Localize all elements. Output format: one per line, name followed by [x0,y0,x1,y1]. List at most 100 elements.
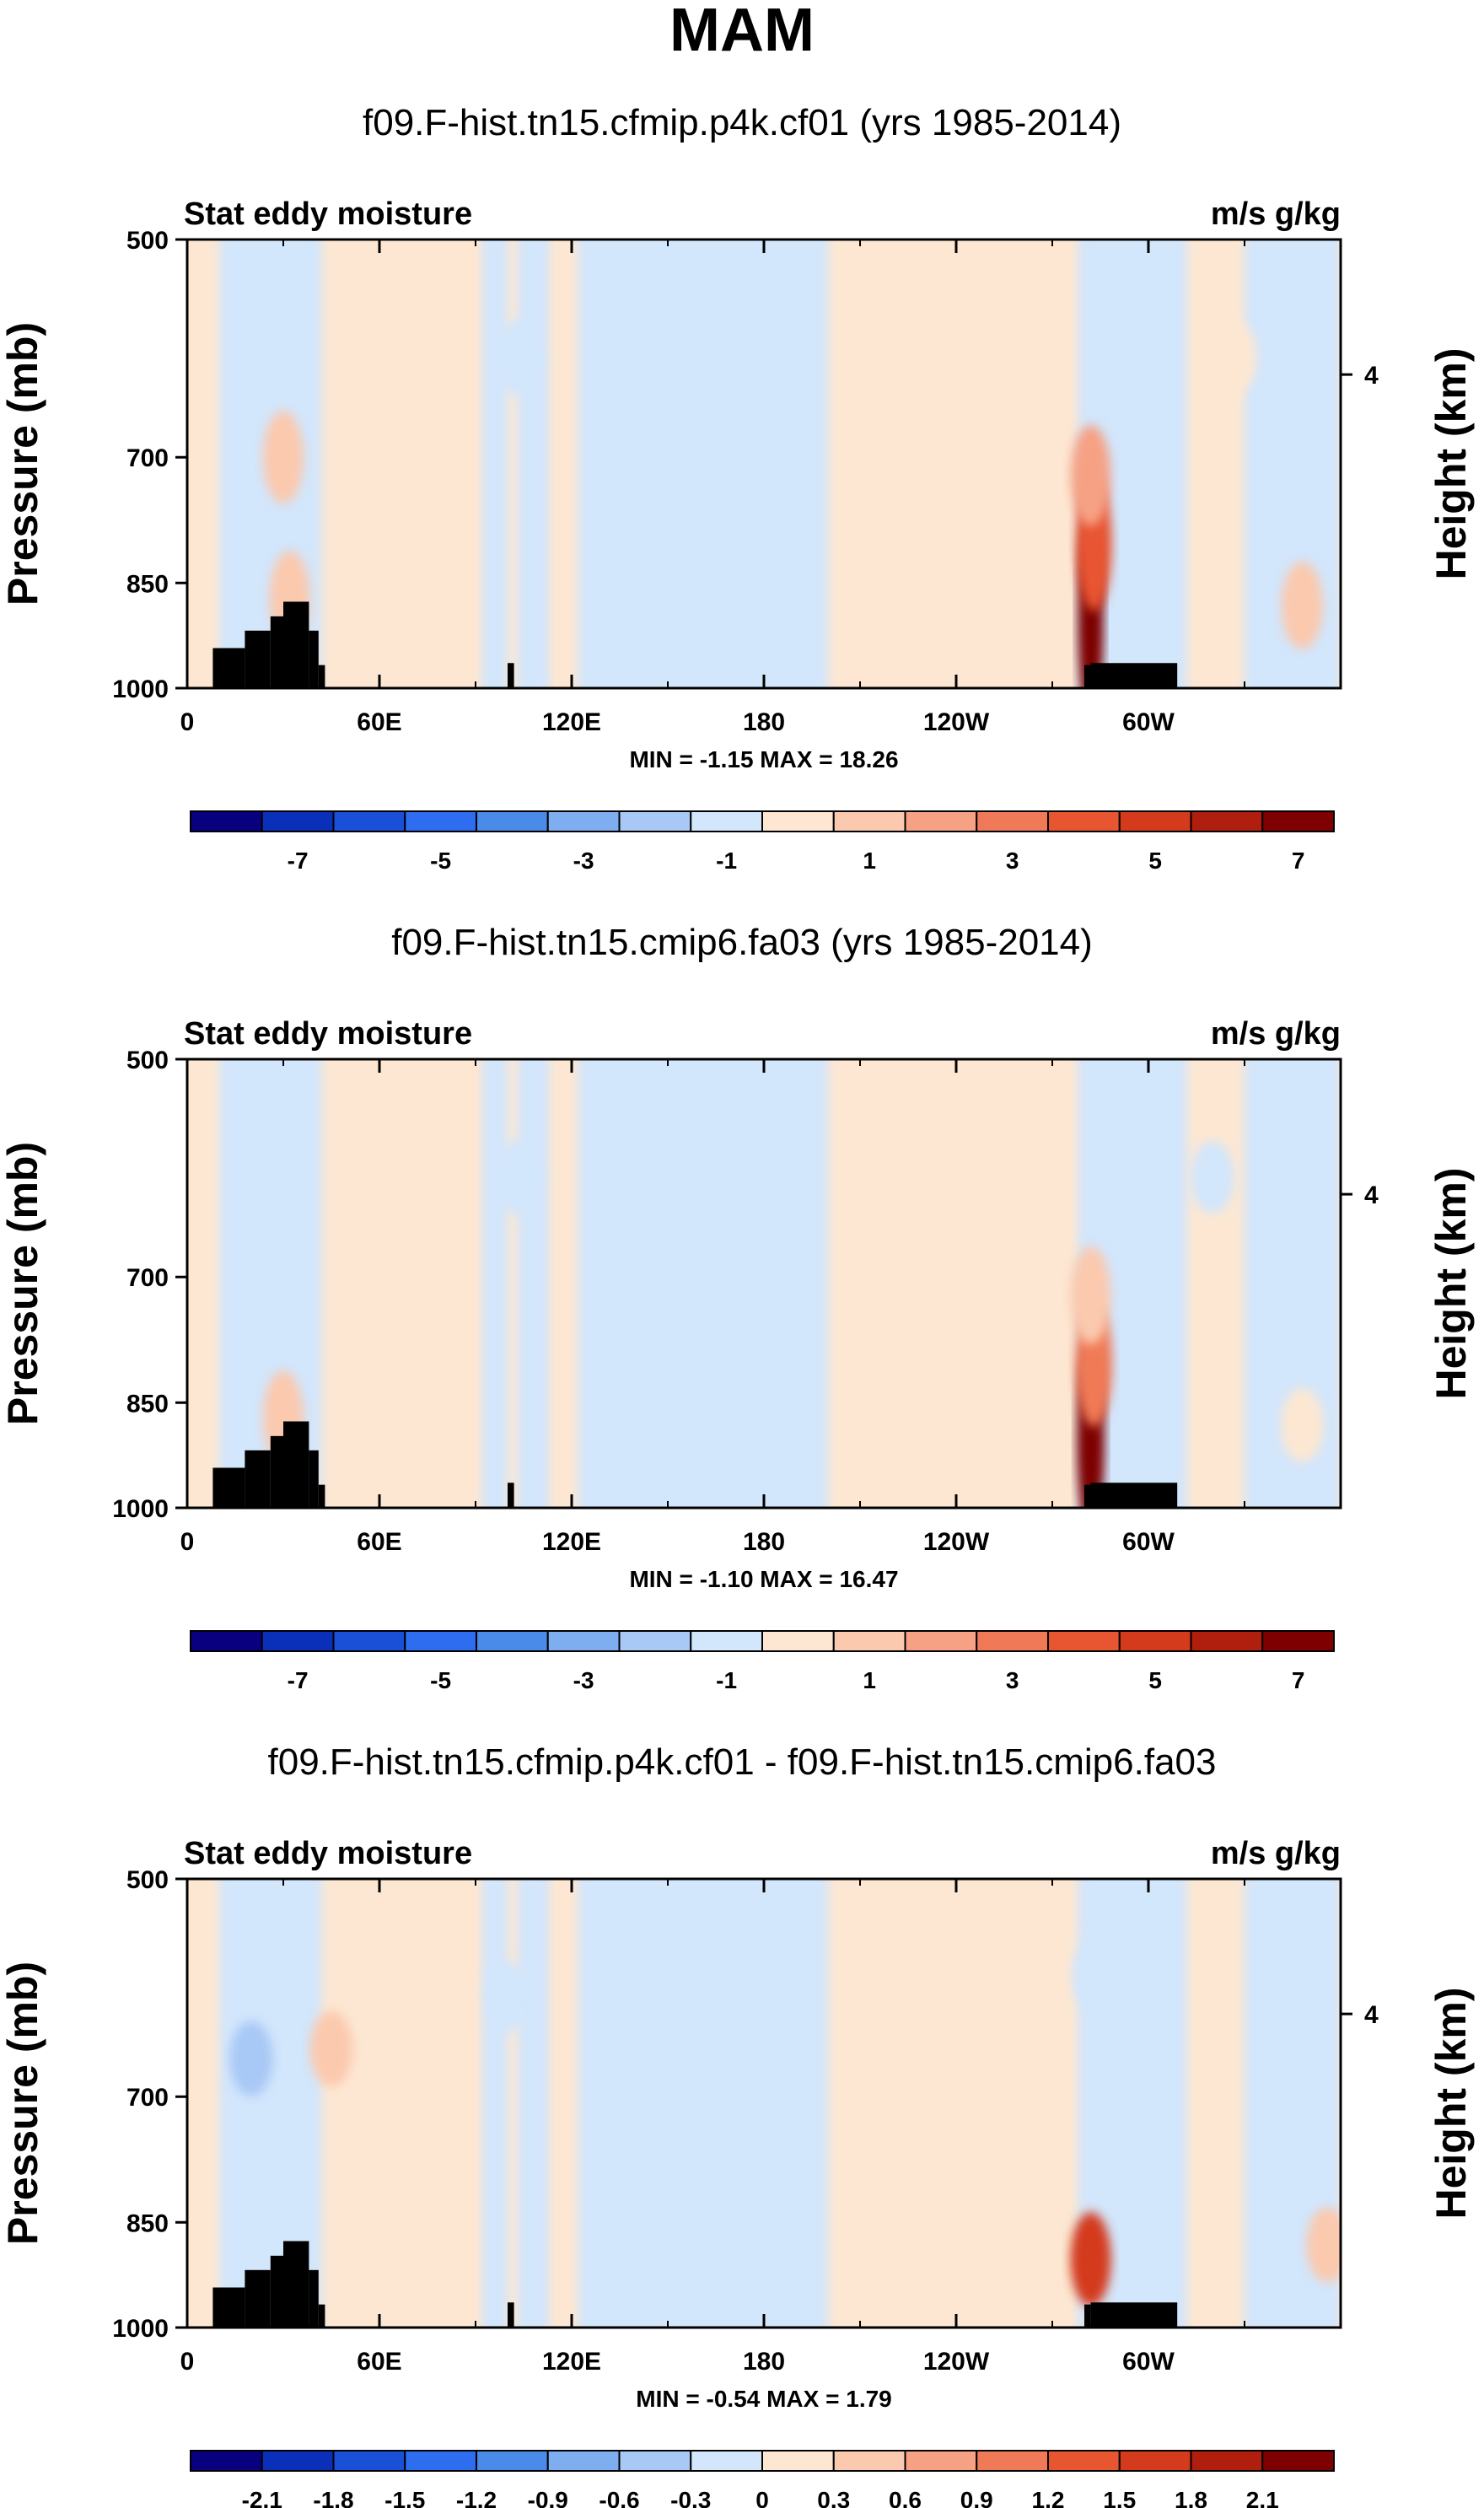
y-axis-title: Pressure (mb) [0,322,46,605]
y-tick-label: 1000 [112,1495,169,1523]
colorbar-label: 2.1 [1246,2487,1279,2508]
colorbar-swatch [832,810,906,832]
topography-mask [270,2255,283,2328]
variable-label: Stat eddy moisture [184,1836,472,1871]
colorbar-label: 5 [1148,1667,1162,1693]
colorbar-label: 0.6 [889,2487,922,2508]
topography-mask [508,663,514,688]
min-value: -1.15 [693,746,754,772]
colorbar-label: -0.9 [528,2487,568,2508]
topography-mask [1090,663,1178,688]
right-y-tick-label: 4 [1364,362,1379,390]
x-tick-label: 180 [743,708,785,736]
contour-feature [1212,320,1257,394]
colorbar-swatch [546,810,621,832]
colorbar-swatch [976,810,1049,832]
contour-feature [1070,2212,1111,2307]
topography-mask [270,1435,283,1508]
topography-mask [283,2241,309,2328]
topography-mask [212,648,245,688]
contour-field [187,1879,1341,2328]
y-tick-label: 850 [126,570,169,598]
colorbar-swatch [904,810,978,832]
contour-feature [1070,1246,1111,1344]
y-tick-label: 700 [126,444,169,472]
topography-mask [212,1467,245,1508]
negative-band [481,1059,508,1508]
x-tick-label: 120E [542,1528,601,1556]
min-max-label: MIN = -1.10 MAX = 16.47 [629,1566,898,1592]
colorbar-swatch [1261,2450,1335,2472]
right-y-tick-label: 4 [1364,1181,1379,1209]
min-max-label: MIN = -0.54 MAX = 1.79 [636,2386,892,2412]
colorbar-swatch [1118,1630,1192,1652]
colorbar-swatch [546,2450,621,2472]
variable-label: Stat eddy moisture [184,196,472,232]
colorbar-label: 0 [755,2487,769,2508]
colorbar-swatch [1190,2450,1264,2472]
colorbar-swatch [976,2450,1049,2472]
colorbar-label: -1 [716,848,737,874]
panel-title: f09.F-hist.tn15.cfmip.p4k.cf01 - f09.F-h… [268,1741,1217,1783]
contour-feature [496,1138,539,1215]
colorbar: -7 -5 -3 -1 1 3 5 7 [190,1630,1335,1693]
colorbar-swatch [761,2450,835,2472]
min-value: -1.10 [693,1566,754,1592]
x-tick-label: 120E [542,708,601,736]
y-tick-label: 500 [126,1047,169,1074]
colorbar-swatch [1261,1630,1335,1652]
colorbar-label: -1.2 [456,2487,497,2508]
colorbar-swatch [690,1630,763,1652]
colorbar-swatch [332,2450,406,2472]
y-axis-title: Pressure (mb) [0,1142,46,1425]
colorbar-label: 1.5 [1103,2487,1136,2508]
contour-feature [486,1961,530,2032]
topography-mask [212,2287,245,2328]
colorbar-label: 0.9 [960,2487,993,2508]
x-tick-label: 60E [357,1528,401,1556]
colorbar-label: -7 [288,848,309,874]
x-tick-label: 180 [743,1528,785,1556]
topography-mask [270,616,283,688]
topography-mask [318,2304,325,2328]
contour-feature [902,1983,946,2054]
min-label: MIN = [629,746,692,772]
colorbar-swatch [832,2450,906,2472]
max-value: 18.26 [833,746,899,772]
max-value: 16.47 [833,1566,899,1592]
negative-band [578,1879,828,2328]
colorbar-label: 1 [863,1667,876,1693]
colorbar-swatch [1261,810,1335,832]
x-tick-label: 60W [1122,708,1175,736]
colorbar-swatch [190,810,263,832]
contour-field [187,239,1341,688]
colorbar-swatch [1190,810,1264,832]
topography-mask [508,1483,514,1508]
topography-mask [1084,1484,1091,1508]
y-tick-label: 700 [126,1264,169,1292]
max-value: 1.79 [839,2386,891,2412]
colorbar-label: -1 [716,1667,737,1693]
x-tick-label: 0 [180,2348,195,2376]
right-y-axis-title: Height (km) [1428,1168,1475,1400]
x-tick-label: 60W [1122,1528,1175,1556]
units-label: m/s g/kg [1211,1016,1341,1052]
contour-feature [1281,561,1323,649]
colorbar-label: 7 [1292,848,1305,874]
negative-band [481,1879,508,2328]
colorbar-swatch [332,1630,406,1652]
colorbar-label: -3 [573,848,594,874]
colorbar-swatch [476,2450,549,2472]
colorbar-label: -2.1 [242,2487,282,2508]
contour-feature [496,319,539,396]
colorbar-swatch [190,1630,263,1652]
colorbar-swatch [761,1630,835,1652]
panel-1: f09.F-hist.tn15.cfmip.p4k.cf01 (yrs 1985… [0,102,1475,874]
colorbar-swatch [190,2450,263,2472]
right-y-tick-label: 4 [1364,2001,1379,2029]
topography-mask [318,1484,325,1508]
colorbar-label: 3 [1006,848,1019,874]
colorbar-label: 1.2 [1032,2487,1065,2508]
min-max-label: MIN = -1.15 MAX = 18.26 [629,746,898,772]
negative-band [517,1879,550,2328]
